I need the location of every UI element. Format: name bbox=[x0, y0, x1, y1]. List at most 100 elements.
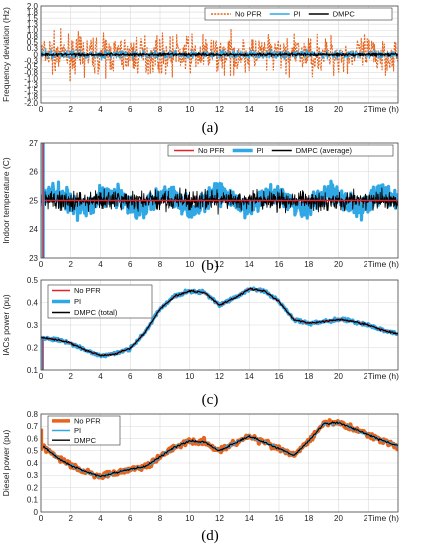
y-tick-label: -1.0 bbox=[24, 75, 38, 84]
y-axis-label: Diesel power (pu) bbox=[1, 430, 11, 497]
y-tick-label: 0 bbox=[34, 508, 39, 517]
panel-caption: (c) bbox=[202, 392, 219, 408]
x-tick-label: 16 bbox=[275, 105, 284, 114]
x-tick-label: 18 bbox=[304, 514, 313, 523]
y-tick-label: 0.1 bbox=[27, 366, 39, 375]
y-tick-label: 25 bbox=[29, 196, 38, 205]
x-tick-label: 12 bbox=[215, 105, 224, 114]
series-layer bbox=[41, 286, 398, 370]
x-tick-label: 0 bbox=[39, 105, 44, 114]
x-tick-label: 8 bbox=[158, 105, 163, 114]
y-tick-label: -2.0 bbox=[24, 99, 38, 108]
x-axis-label: Time (h) bbox=[368, 371, 399, 381]
chart-panel-3: 0.10.20.30.40.50246810121416182022Time (… bbox=[1, 276, 399, 408]
y-axis-label: Frequency deviation (Hz) bbox=[1, 7, 11, 102]
x-tick-label: 16 bbox=[275, 260, 284, 269]
xlabel-bg bbox=[367, 104, 399, 115]
xlabel-bg bbox=[367, 513, 399, 524]
x-tick-label: 20 bbox=[334, 514, 343, 523]
y-tick-label: 0.7 bbox=[27, 422, 39, 431]
x-tick-label: 12 bbox=[215, 260, 224, 269]
y-tick-label: -1.5 bbox=[24, 87, 38, 96]
y-tick-label: 0.3 bbox=[27, 471, 39, 480]
chart-panel-2: 23242526270246810121416182022Time (h)Ind… bbox=[1, 139, 399, 274]
y-tick-label: 0.8 bbox=[27, 410, 39, 419]
x-tick-label: 20 bbox=[334, 372, 343, 381]
x-tick-label: 6 bbox=[128, 372, 133, 381]
y-axis-label: IACs power (pu) bbox=[1, 294, 11, 356]
y-tick-label: -0.8 bbox=[24, 68, 38, 77]
x-tick-label: 4 bbox=[98, 260, 103, 269]
axes-frame bbox=[40, 279, 399, 371]
x-tick-label: 8 bbox=[158, 372, 163, 381]
legend-box bbox=[204, 7, 393, 21]
x-tick-label: 2 bbox=[69, 105, 74, 114]
legend-label: No PFR bbox=[74, 416, 101, 425]
series-line-dmpc bbox=[41, 52, 398, 58]
y-tick-label: 0.5 bbox=[27, 38, 39, 47]
x-tick-label: 16 bbox=[275, 372, 284, 381]
y-tick-label: 0 bbox=[34, 50, 39, 59]
x-tick-label: 0 bbox=[39, 372, 44, 381]
x-tick-label: 6 bbox=[128, 260, 133, 269]
y-tick-label: 0.2 bbox=[27, 483, 39, 492]
x-tick-label: 18 bbox=[304, 105, 313, 114]
y-tick-label: 1.8 bbox=[27, 8, 39, 17]
y-tick-label: 0.8 bbox=[27, 32, 39, 41]
y-tick-label: 0.4 bbox=[27, 459, 39, 468]
legend-label: PI bbox=[74, 297, 81, 306]
x-tick-label: 18 bbox=[304, 372, 313, 381]
y-tick-label: 0.2 bbox=[27, 343, 39, 352]
x-tick-label: 2 bbox=[69, 372, 74, 381]
x-tick-label: 14 bbox=[245, 514, 254, 523]
y-tick-label: 26 bbox=[29, 168, 38, 177]
y-tick-label: 1.0 bbox=[27, 26, 39, 35]
x-tick-label: 14 bbox=[245, 260, 254, 269]
legend-label: DMPC bbox=[74, 436, 97, 445]
y-tick-label: 0.6 bbox=[27, 434, 39, 443]
y-tick-label: -0.5 bbox=[24, 62, 38, 71]
x-tick-label: 4 bbox=[98, 105, 103, 114]
x-tick-label: 8 bbox=[158, 514, 163, 523]
x-tick-label: 4 bbox=[98, 372, 103, 381]
legend-label: DMPC bbox=[333, 10, 356, 19]
y-tick-label: 0.3 bbox=[27, 321, 39, 330]
legend-label: DMPC (total) bbox=[74, 308, 118, 317]
x-tick-label: 8 bbox=[158, 260, 163, 269]
x-tick-label: 16 bbox=[275, 514, 284, 523]
legend-label: PI bbox=[74, 426, 81, 435]
x-tick-label: 2 bbox=[69, 260, 74, 269]
axes-frame bbox=[40, 5, 399, 104]
x-axis-label: Time (h) bbox=[368, 104, 399, 114]
x-tick-label: 10 bbox=[185, 372, 194, 381]
x-axis-label: Time (h) bbox=[368, 259, 399, 269]
legend: No PFR PI DMPC (total) bbox=[47, 284, 153, 319]
chart-panel-1: -2.0-1.8-1.5-1.3-1.0-0.8-0.5-0.300.30.50… bbox=[1, 2, 399, 136]
panel-caption: (d) bbox=[201, 528, 219, 544]
x-tick-label: 20 bbox=[334, 260, 343, 269]
axes-frame bbox=[40, 413, 399, 513]
series-layer bbox=[41, 418, 398, 481]
series-layer bbox=[41, 27, 398, 83]
xlabel-bg bbox=[367, 371, 399, 382]
panel-caption: (a) bbox=[202, 120, 219, 136]
x-tick-label: 20 bbox=[334, 105, 343, 114]
y-tick-label: 0.5 bbox=[27, 447, 39, 456]
y-axis-label: Indoor temperature (C) bbox=[1, 157, 11, 244]
y-tick-label: -1.8 bbox=[24, 93, 38, 102]
legend-label: No PFR bbox=[235, 10, 262, 19]
x-tick-label: 12 bbox=[215, 514, 224, 523]
series-line-dmpc bbox=[41, 287, 398, 357]
y-tick-label: 2.0 bbox=[27, 2, 39, 11]
x-axis-label: Time (h) bbox=[368, 513, 399, 523]
legend-label: PI bbox=[257, 146, 264, 155]
x-tick-label: 10 bbox=[185, 514, 194, 523]
legend-label: PI bbox=[294, 10, 301, 19]
x-tick-label: 6 bbox=[128, 105, 133, 114]
x-tick-label: 4 bbox=[98, 514, 103, 523]
panel-caption: (b) bbox=[201, 258, 219, 274]
x-tick-label: 0 bbox=[39, 514, 44, 523]
y-tick-label: -0.3 bbox=[24, 56, 38, 65]
